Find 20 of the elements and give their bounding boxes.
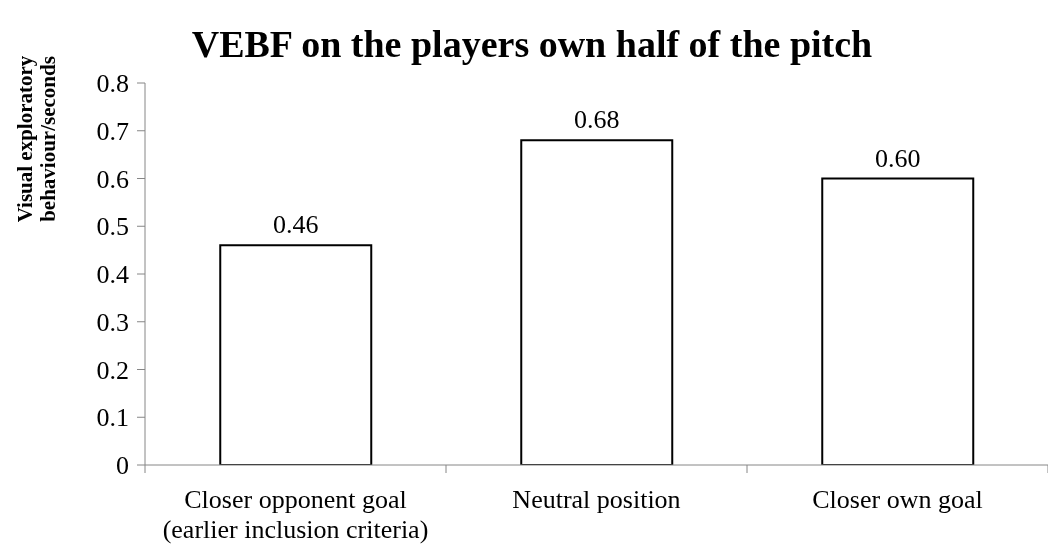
- data-label: 0.68: [574, 105, 620, 135]
- bar: [219, 244, 373, 465]
- y-tick-label: 0.5: [96, 212, 129, 242]
- x-tick-label: Closer opponent goal (earlier inclusion criteria): [162, 484, 429, 544]
- y-tick-label: 0.7: [96, 116, 129, 146]
- y-tick-label: 0.3: [96, 307, 129, 337]
- x-tick-label: Closer own goal: [812, 484, 983, 514]
- y-tick-label: 0.6: [96, 164, 129, 194]
- bar: [520, 139, 674, 465]
- chart-title: VEBF on the players own half of the pitch: [191, 23, 873, 65]
- y-tick-label: 0.1: [96, 403, 129, 433]
- bar: [821, 177, 975, 465]
- y-tick-label: 0.2: [96, 355, 129, 385]
- y-tick-label: 0.4: [96, 260, 129, 290]
- x-tick-label: Neutral position: [512, 484, 681, 514]
- y-tick-label: 0: [116, 451, 129, 481]
- y-tick-label: 0.8: [96, 69, 129, 99]
- data-label: 0.60: [875, 143, 921, 173]
- y-axis-title: Visual exploratory behaviour/seconds: [12, 55, 60, 223]
- data-label: 0.46: [273, 210, 319, 240]
